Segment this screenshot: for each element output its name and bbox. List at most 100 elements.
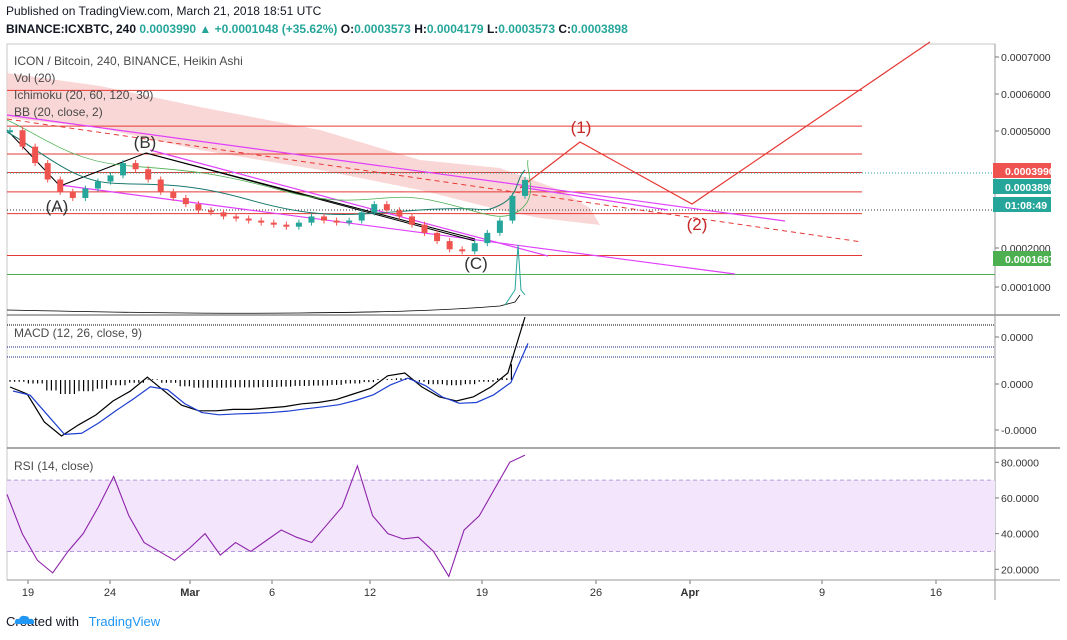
rsi-legend: RSI (14, close) xyxy=(14,459,94,473)
candle-body xyxy=(170,191,177,198)
vol-legend: Vol (20) xyxy=(14,71,56,85)
price-tag-label: 01:08:49 xyxy=(1005,200,1047,212)
candle-body xyxy=(207,210,214,213)
candle-body xyxy=(471,243,478,252)
bb-legend: BB (20, close, 2) xyxy=(14,105,103,119)
ichimoku-legend: Ichimoku (20, 60, 120, 30) xyxy=(14,88,154,102)
candle-body xyxy=(7,130,13,133)
macd-signal-line xyxy=(12,343,529,436)
candle-body xyxy=(182,197,189,205)
time-axis-label: 9 xyxy=(819,587,825,599)
candle-body xyxy=(383,204,390,211)
wave-label: (A) xyxy=(46,197,69,216)
symbol-info: BINANCE:ICXBTC, 240 0.0003990 ▲ +0.00010… xyxy=(6,22,628,36)
candle-body xyxy=(220,212,227,217)
chart-area[interactable]: (A) (B) (C) (1) (2) 0.0007000 0.0006000 0.00050… xyxy=(0,40,1067,605)
candle-body xyxy=(145,169,152,180)
rsi-axis-label: 20.0000 xyxy=(1001,564,1039,576)
candle-body xyxy=(69,191,76,198)
candle-body xyxy=(333,220,340,223)
candle-body xyxy=(132,163,139,170)
time-axis-label: 6 xyxy=(269,587,275,599)
published-line: Published on TradingView.com, March 21, … xyxy=(6,4,322,18)
low-value: 0.0003573 xyxy=(498,22,555,36)
price-tag xyxy=(993,251,1051,266)
macd-axis-label: 0.0000 xyxy=(1001,379,1033,391)
candle-body xyxy=(346,220,353,223)
symbol-label: BINANCE:ICXBTC, 240 xyxy=(6,22,137,36)
macd-line xyxy=(9,316,526,437)
candle-body xyxy=(120,163,127,176)
open-value: 0.0003573 xyxy=(354,22,411,36)
channel-inner-line xyxy=(149,149,549,257)
candle-body xyxy=(522,179,528,196)
change-value: 0.0003990 ▲ +0.0001048 (+35.62%) xyxy=(139,22,338,36)
candle-body xyxy=(371,204,378,213)
time-axis-label: 26 xyxy=(590,587,602,599)
price-axis-label: 0.0007000 xyxy=(1001,52,1051,64)
rsi-axis-label: 60.0000 xyxy=(1001,493,1039,505)
volume-spike xyxy=(504,244,526,306)
high-label: H: xyxy=(414,22,427,36)
candle-body xyxy=(195,204,202,211)
wave-label: (B) xyxy=(134,133,157,152)
close-label: C: xyxy=(558,22,572,36)
price-tag xyxy=(993,197,1051,212)
rsi-axis-label: 40.0000 xyxy=(1001,529,1039,541)
macd-legend: MACD (12, 26, close, 9) xyxy=(14,326,143,340)
footer: Created with TradingView xyxy=(6,614,160,629)
price-tag-label: 0.0003898 xyxy=(1005,182,1055,194)
channel-break-line xyxy=(519,186,669,211)
high-value: 0.0004179 xyxy=(426,22,484,36)
price-axis-label: 0.0006000 xyxy=(1001,89,1051,101)
candle-body xyxy=(245,218,252,221)
abc-wave-line xyxy=(145,152,476,240)
bb-upper-line xyxy=(6,119,531,217)
price-tag-label: 0.0003990 xyxy=(1005,166,1055,178)
wave-label: (C) xyxy=(464,254,488,273)
candle-body xyxy=(258,220,265,223)
tradingview-brand[interactable]: TradingView xyxy=(88,614,161,629)
time-axis-label: Apr xyxy=(681,587,701,599)
candle-body xyxy=(107,175,114,182)
candle-body xyxy=(496,220,503,233)
candle-body xyxy=(283,224,290,227)
channel-upper-line xyxy=(6,114,786,222)
bb-middle-line xyxy=(6,131,526,215)
candle-body xyxy=(421,224,428,233)
price-axis-label: 0.0001000 xyxy=(1001,282,1051,294)
candle-body xyxy=(82,188,89,198)
candle-body xyxy=(94,181,101,189)
candle-body xyxy=(408,216,415,225)
chart-svg[interactable]: (A) (B) (C) (1) (2) 0.0007000 0.0006000 0.00050… xyxy=(0,40,1067,605)
candle-body xyxy=(446,241,453,250)
candle-body xyxy=(396,210,403,217)
candle-body xyxy=(157,179,164,192)
candle-body xyxy=(57,179,64,192)
wave-label: (1) xyxy=(571,118,592,137)
time-axis-label: 12 xyxy=(364,587,376,599)
candle-body xyxy=(270,222,277,225)
ichimoku-cloud xyxy=(7,73,600,225)
projection-wave-line xyxy=(519,41,931,205)
candle-body xyxy=(509,195,516,221)
cloud-icon xyxy=(14,615,35,624)
open-label: O: xyxy=(340,22,355,36)
candle-body xyxy=(44,163,51,180)
candle-body xyxy=(358,212,365,221)
volume-ma-line xyxy=(6,294,521,314)
time-axis-label: 24 xyxy=(104,587,116,599)
rsi-line xyxy=(6,454,526,578)
wave-label: (2) xyxy=(687,215,708,234)
candle-body xyxy=(32,146,39,164)
time-axis-label: 19 xyxy=(22,587,34,599)
close-value: 0.0003898 xyxy=(571,22,628,36)
price-tag xyxy=(993,179,1051,194)
price-axis-label: 0.0005000 xyxy=(1001,126,1051,138)
rsi-axis-label: 80.0000 xyxy=(1001,457,1039,469)
time-axis-label: 16 xyxy=(930,587,942,599)
candle-body xyxy=(308,216,315,223)
macd-axis-label: -0.0000 xyxy=(1001,425,1037,437)
candle-body xyxy=(484,232,491,244)
candle-body xyxy=(434,232,441,242)
